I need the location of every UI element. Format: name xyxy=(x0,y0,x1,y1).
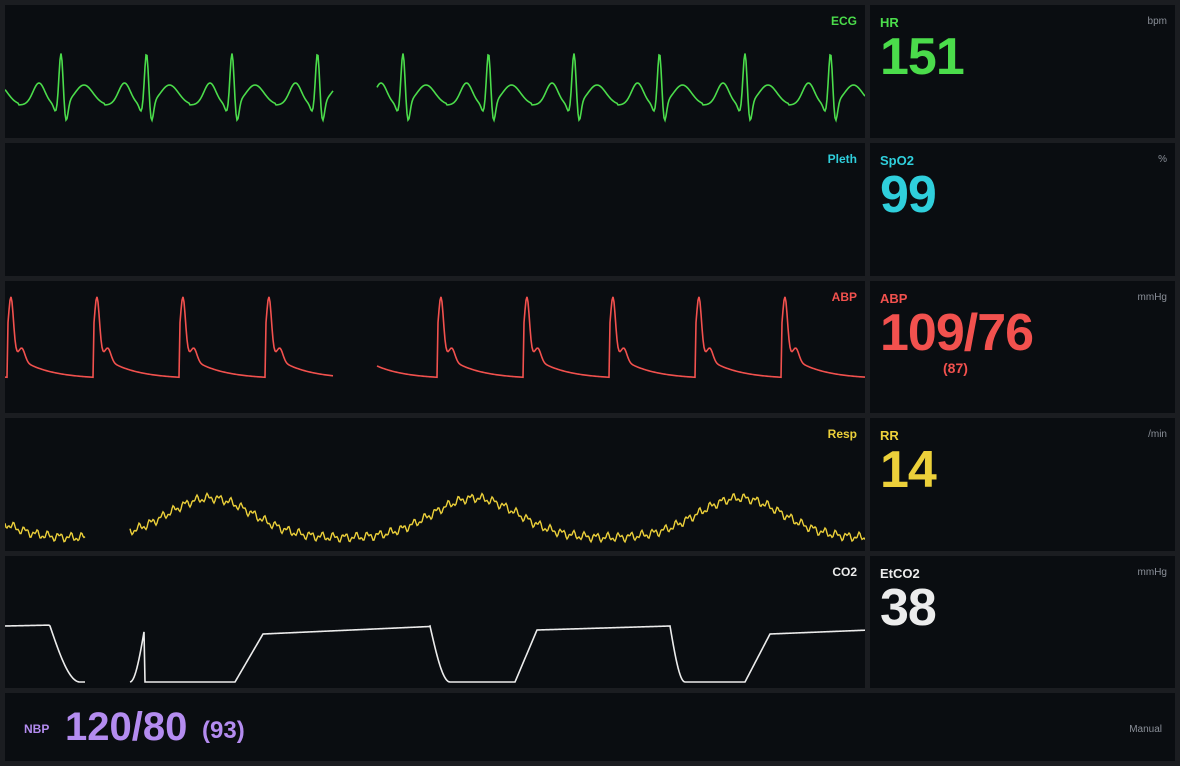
resp-trace-segment xyxy=(5,521,86,543)
abp-label: ABP xyxy=(880,291,908,306)
etco2-label: EtCO2 xyxy=(880,566,920,581)
nbp-value: 120/80 xyxy=(65,705,188,749)
rr-value: 14 xyxy=(880,441,937,499)
spo2-numeric-panel: SpO2 % 99 xyxy=(870,143,1175,276)
abp-trace-segment xyxy=(5,296,334,379)
abp-waveform-panel: ABP xyxy=(5,281,865,413)
co2-waveform xyxy=(5,624,865,683)
abp-trace-segment xyxy=(376,296,865,379)
co2-trace-segment xyxy=(5,624,85,683)
ecg-label: ECG xyxy=(830,14,857,28)
resp-trace-segment xyxy=(129,491,865,544)
etco2-value: 38 xyxy=(880,579,937,637)
hr-label: HR xyxy=(880,15,899,30)
ecg-waveform xyxy=(5,53,865,123)
co2-waveform-panel: CO2 xyxy=(5,556,865,688)
nbp-label: NBP xyxy=(24,722,50,736)
rr-label: RR xyxy=(880,428,899,443)
hr-value: 151 xyxy=(880,28,965,86)
ecg-trace-segment xyxy=(376,53,865,123)
hr-unit: bpm xyxy=(1147,16,1167,27)
etco2-unit: mmHg xyxy=(1137,567,1167,578)
ecg-trace-segment xyxy=(5,53,334,123)
co2-label: CO2 xyxy=(832,565,857,579)
rr-unit: /min xyxy=(1148,429,1167,440)
abp-unit: mmHg xyxy=(1137,292,1167,303)
spo2-unit: % xyxy=(1158,154,1167,165)
nbp-panel: NBP 120/80 (93) Manual xyxy=(5,693,1175,761)
resp-waveform-panel: Resp xyxy=(5,418,865,551)
nbp-mode-button[interactable]: Manual xyxy=(1129,724,1162,735)
resp-label: Resp xyxy=(827,427,857,441)
spo2-value: 99 xyxy=(880,166,937,224)
pleth-label: Pleth xyxy=(827,152,857,166)
abp-numeric-panel: ABP mmHg 109/76 (87) xyxy=(870,281,1175,413)
nbp-mean: (93) xyxy=(202,717,245,744)
pleth-waveform xyxy=(5,143,865,276)
abp-waveform xyxy=(5,296,865,379)
ecg-waveform-panel: ECG xyxy=(5,5,865,138)
resp-waveform xyxy=(5,491,865,544)
co2-trace-segment xyxy=(129,624,865,683)
hr-numeric-panel: HR bpm 151 xyxy=(870,5,1175,138)
rr-numeric-panel: RR /min 14 xyxy=(870,418,1175,551)
pleth-waveform-panel: Pleth xyxy=(5,143,865,276)
abp-mean: (87) xyxy=(943,360,968,376)
abp-wave-label: ABP xyxy=(831,290,857,304)
etco2-numeric-panel: EtCO2 mmHg 38 xyxy=(870,556,1175,688)
spo2-label: SpO2 xyxy=(880,153,914,168)
abp-value: 109/76 xyxy=(880,304,1034,362)
